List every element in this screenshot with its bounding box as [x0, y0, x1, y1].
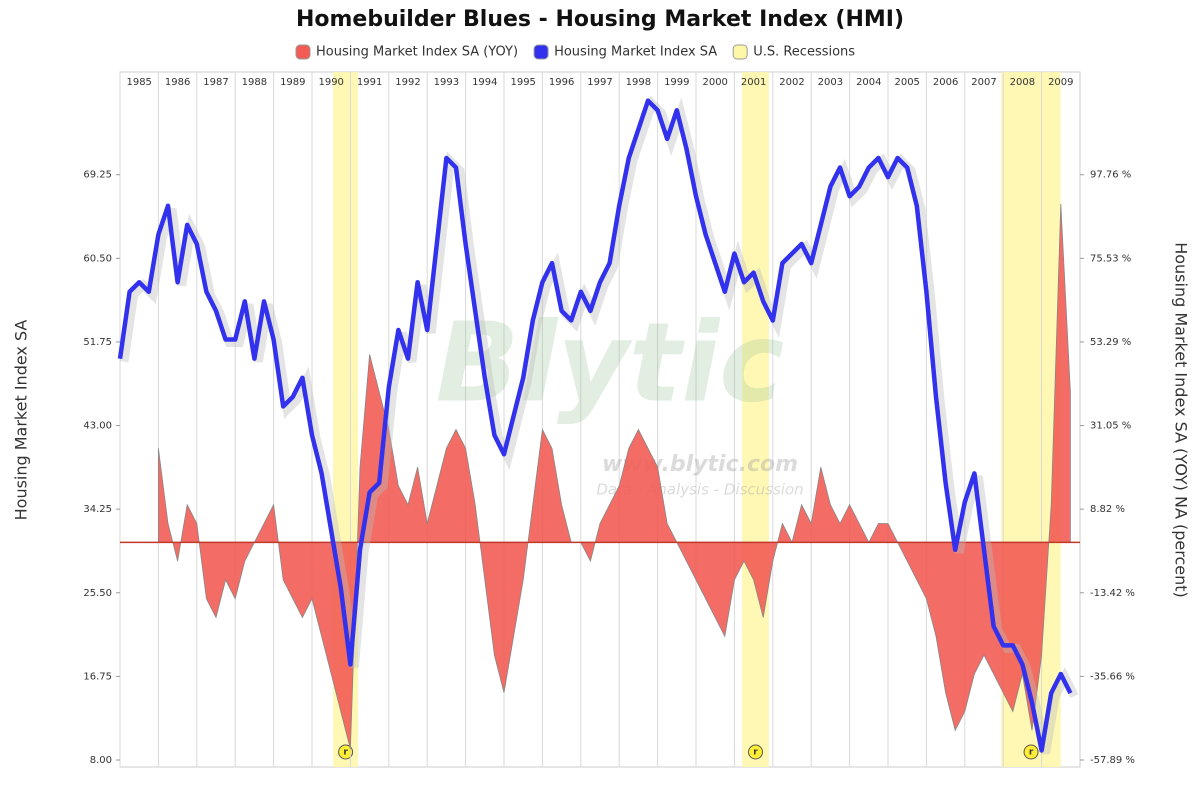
- x-tick-label: 1995: [510, 77, 535, 88]
- y-tick-label: 69.25: [83, 170, 112, 181]
- x-tick-label: 1989: [280, 77, 305, 88]
- legend-label: Housing Market Index SA: [554, 45, 717, 60]
- y-tick-label: 60.50: [83, 253, 112, 264]
- x-tick-label: 1988: [242, 77, 267, 88]
- x-tick-label: 1998: [626, 77, 651, 88]
- x-tick-label: 1996: [549, 77, 574, 88]
- x-tick-label: 2005: [894, 77, 919, 88]
- x-tick-label: 2003: [818, 77, 843, 88]
- x-tick-label: 2002: [779, 77, 804, 88]
- x-tick-label: 2009: [1048, 77, 1073, 88]
- line-shadow: [119, 95, 1079, 755]
- y2-tick-label: -57.89 %: [1090, 755, 1135, 766]
- y2-tick-label: -35.66 %: [1090, 671, 1135, 682]
- y2-tick-label: -13.42 %: [1090, 588, 1135, 599]
- recession-marker: r: [1029, 748, 1034, 758]
- y-tick-label: 43.00: [83, 421, 112, 432]
- x-tick-label: 2006: [933, 77, 958, 88]
- hmi-line: [117, 98, 1073, 753]
- x-tick-label: 1994: [472, 77, 497, 88]
- y-axis-title: Housing Market Index SA: [12, 320, 31, 521]
- legend-label: U.S. Recessions: [753, 45, 855, 60]
- watermark: Blytic: [436, 298, 785, 426]
- x-tick-label: 1986: [165, 77, 190, 88]
- y-tick-label: 16.75: [83, 671, 112, 682]
- x-tick-label: 1993: [434, 77, 459, 88]
- x-tick-label: 1985: [126, 77, 151, 88]
- x-tick-label: 2000: [702, 77, 727, 88]
- y2-tick-label: 31.05 %: [1090, 421, 1131, 432]
- y-tick-label: 51.75: [83, 337, 112, 348]
- x-tick-label: 2008: [1010, 77, 1035, 88]
- recession-marker-icon: [338, 744, 354, 760]
- y-tick-label: 8.00: [90, 755, 112, 766]
- chart-title: Homebuilder Blues - Housing Market Index…: [296, 7, 904, 32]
- x-tick-label: 2004: [856, 77, 881, 88]
- recession-band: [742, 72, 769, 767]
- x-tick-label: 1992: [395, 77, 420, 88]
- x-tick-label: 2001: [741, 77, 766, 88]
- x-tick-label: 1999: [664, 77, 689, 88]
- yoy-area: [158, 203, 1071, 750]
- recession-marker-icon: [748, 744, 764, 760]
- y-tick-label: 34.25: [83, 504, 112, 515]
- y2-tick-label: 8.82 %: [1090, 504, 1125, 515]
- recession-marker: r: [343, 748, 348, 758]
- x-tick-label: 1990: [318, 77, 343, 88]
- recession-marker: r: [753, 748, 758, 758]
- x-tick-label: 1991: [357, 77, 382, 88]
- x-tick-label: 1987: [203, 77, 228, 88]
- y2-axis-title: Housing Market Index SA (YOY) NA (percen…: [1172, 242, 1191, 598]
- legend-label: Housing Market Index SA (YOY): [316, 45, 518, 60]
- y2-tick-label: 53.29 %: [1090, 337, 1131, 348]
- x-tick-label: 2007: [971, 77, 996, 88]
- legend-swatch: [533, 44, 549, 60]
- recession-marker-icon: [1023, 744, 1039, 760]
- legend-swatch: [295, 44, 311, 60]
- y2-tick-label: 75.53 %: [1090, 253, 1131, 264]
- legend-swatch: [732, 44, 748, 60]
- y2-tick-label: 97.76 %: [1090, 170, 1131, 181]
- y-tick-label: 25.50: [83, 588, 112, 599]
- x-tick-label: 1997: [587, 77, 612, 88]
